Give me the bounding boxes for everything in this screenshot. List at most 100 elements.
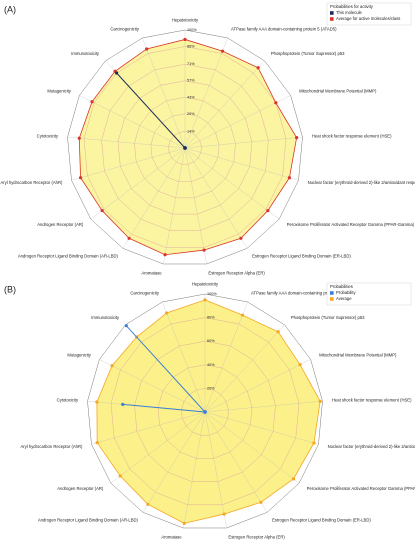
axis-label: Hepatotoxicity <box>192 282 219 287</box>
legend-title: Probabilities for activity <box>330 4 374 9</box>
point <box>110 364 114 368</box>
axis-label: Aromatase <box>161 534 182 539</box>
grid-ring <box>83 46 287 248</box>
point <box>266 208 270 213</box>
point <box>202 248 206 252</box>
spoke <box>204 411 227 529</box>
axis-label: Hepatotoxicity <box>172 18 199 23</box>
tick-label: 60% <box>207 339 215 343</box>
point <box>145 47 149 51</box>
area <box>79 39 297 255</box>
point <box>118 474 122 478</box>
point <box>183 37 187 42</box>
point <box>127 236 131 240</box>
spoke <box>183 411 206 529</box>
tick-label: 71% <box>187 62 195 66</box>
point <box>295 136 299 140</box>
spoke <box>204 324 285 413</box>
tick-label: 100% <box>187 28 197 32</box>
grid-ring <box>87 293 323 529</box>
point <box>291 477 296 481</box>
spoke <box>142 411 206 513</box>
tick-label: 14% <box>187 129 195 133</box>
spoke <box>184 147 207 265</box>
axis-label: Estrogen Receptor Alpha (ER) <box>208 270 265 275</box>
point <box>115 71 119 75</box>
point <box>165 311 169 315</box>
axis-label: Mitochondrial Membrane Potential (MMP) <box>319 352 397 357</box>
axis-label: Peroxisome Proliferator Activated Recept… <box>287 222 415 227</box>
legend-label: Average for active molecules/class <box>336 16 400 21</box>
spoke <box>79 95 186 149</box>
axis-label: Mutagenicity <box>67 352 91 357</box>
spoke <box>184 60 265 149</box>
grid-ring <box>67 29 303 265</box>
point <box>256 66 260 70</box>
point <box>183 146 187 150</box>
point <box>239 236 243 240</box>
point <box>298 363 302 367</box>
spoke <box>142 37 186 149</box>
legend-box <box>326 2 412 26</box>
series-line <box>78 39 298 256</box>
panel-label: (A) <box>4 4 16 14</box>
axis-label: ATPase family AAA domain-containing prot… <box>231 26 337 31</box>
panel-label: (B) <box>4 284 16 294</box>
grid-ring <box>134 97 236 199</box>
point <box>77 136 81 140</box>
axis-label: Phosphoprotein (Tumor Supressor) p53 <box>271 51 345 56</box>
axis-label: Estrogen Receptor Alpha (ER) <box>228 534 285 539</box>
grid-ring <box>134 340 276 482</box>
point <box>78 176 83 180</box>
axis-label: Heat shock factor response element (HSE) <box>332 397 412 402</box>
axis-label: Mitochondrial Membrane Potential (MMP) <box>299 88 377 93</box>
point <box>124 324 128 328</box>
axis-label: Aryl hydrocarbon Receptor (AhR) <box>21 444 84 449</box>
spoke <box>184 147 299 181</box>
legend-label: Probability <box>336 290 356 295</box>
tick-label: 40% <box>207 363 215 367</box>
axis-label: Peroxisome Proliferator Activated Recept… <box>307 486 415 491</box>
point <box>259 500 263 504</box>
spoke <box>122 147 186 249</box>
point <box>287 176 292 180</box>
grid-ring <box>110 317 300 505</box>
axis-label: Heat shock factor response element (HSE) <box>312 133 392 138</box>
axis-label: Androgen Receptor (AR) <box>37 222 84 227</box>
point <box>274 101 278 105</box>
legend-swatch <box>330 11 334 15</box>
spoke <box>163 147 186 265</box>
legend-swatch <box>330 297 334 301</box>
point <box>240 313 245 317</box>
legend-title: Probabilities <box>330 284 353 289</box>
point <box>203 298 207 302</box>
legend-box <box>326 282 412 306</box>
legend-swatch <box>330 291 334 295</box>
grid-ring <box>101 64 269 231</box>
point <box>203 410 207 414</box>
axis-label: ATPase family AAA domain-containing prot… <box>251 290 357 295</box>
spoke <box>184 95 291 149</box>
tick-label: 43% <box>187 95 195 99</box>
axis-label: Androgen Receptor Ligand Binding Domain … <box>18 253 119 258</box>
point <box>95 441 99 445</box>
point <box>95 400 99 404</box>
axis-label: Aryl hydrocarbon Receptor (AhR) <box>1 180 64 185</box>
spoke <box>204 301 248 413</box>
spoke <box>204 411 319 445</box>
axis-label: Androgen Receptor (AR) <box>57 486 104 491</box>
spoke <box>110 411 206 484</box>
point <box>100 208 104 213</box>
point <box>222 512 226 516</box>
grid-ring <box>150 113 220 182</box>
axis-label: Carcinogenicity <box>130 290 160 295</box>
legend-swatch <box>330 17 334 21</box>
point <box>146 502 150 506</box>
spoke <box>184 147 248 249</box>
axis-label: Immunotoxicity <box>91 315 120 320</box>
axis-label: Estrogen Receptor Ligand Binding Domain … <box>272 517 371 522</box>
axis-label: Cytotoxicity <box>37 133 59 138</box>
axis-label: Estrogen Receptor Ligand Binding Domain … <box>252 253 351 258</box>
axis-label: Androgen Receptor Ligand Binding Domain … <box>38 517 139 522</box>
